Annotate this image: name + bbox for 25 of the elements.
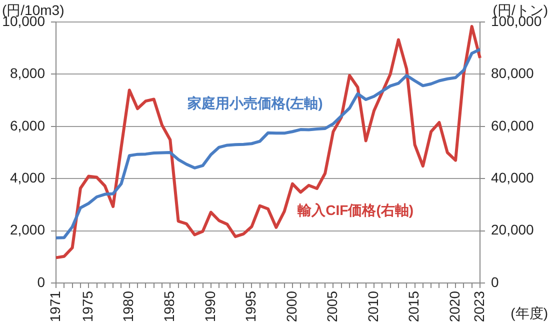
x-tick-label: 1985 <box>161 290 178 322</box>
y-tick-label: 4,000 <box>10 169 46 186</box>
x-tick-label: 2023 <box>470 290 487 322</box>
y2-tick-label: 40,000 <box>491 169 534 186</box>
y2-tick-label: 0 <box>491 274 499 290</box>
x-tick-label: 1980 <box>120 290 136 322</box>
y-tick-label: 0 <box>37 274 46 290</box>
x-tick-label: 2005 <box>324 290 340 322</box>
series-label: 輸入CIF価格(右軸) <box>296 202 414 218</box>
x-tick-label: 1975 <box>79 290 96 322</box>
x-tick-label: 2015 <box>406 290 422 322</box>
y-tick-label: 2,000 <box>10 222 46 238</box>
x-tick-label: 1971 <box>46 290 63 322</box>
x-tick-label: 2020 <box>446 290 462 322</box>
x-axis-title: (年度) <box>510 305 548 321</box>
y-tick-label: 8,000 <box>10 65 46 82</box>
y2-tick-label: 80,000 <box>491 65 534 82</box>
y-tick-label: 6,000 <box>10 117 46 134</box>
series-label: 家庭用小売価格(左軸) <box>186 95 323 112</box>
y2-tick-label: 60,000 <box>491 117 534 134</box>
x-tick-label: 2010 <box>364 290 381 322</box>
x-tick-label: 1990 <box>202 290 218 322</box>
x-tick-label: 2000 <box>283 290 300 322</box>
y2-tick-label: 20,000 <box>491 222 534 238</box>
x-tick-label: 1995 <box>242 290 259 322</box>
